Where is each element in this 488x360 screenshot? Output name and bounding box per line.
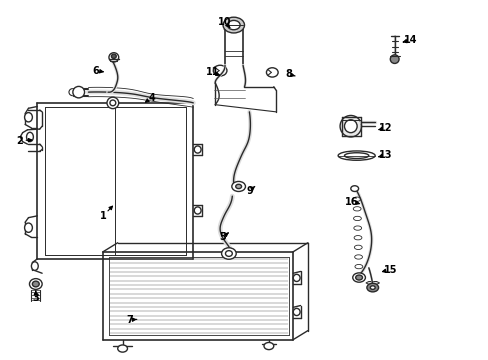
Ellipse shape xyxy=(110,100,116,106)
Text: 7: 7 xyxy=(126,315,133,325)
Ellipse shape xyxy=(350,186,358,192)
Text: 6: 6 xyxy=(92,66,99,76)
Text: 5: 5 xyxy=(219,232,225,242)
Ellipse shape xyxy=(107,97,119,109)
Ellipse shape xyxy=(337,151,374,160)
Ellipse shape xyxy=(24,113,32,122)
Text: 1: 1 xyxy=(100,211,106,221)
Text: 8: 8 xyxy=(285,69,291,79)
Ellipse shape xyxy=(293,274,300,282)
Text: 14: 14 xyxy=(403,35,416,45)
Text: 16: 16 xyxy=(345,197,358,207)
Ellipse shape xyxy=(355,275,362,280)
Polygon shape xyxy=(365,282,379,284)
Text: 13: 13 xyxy=(378,150,392,160)
Ellipse shape xyxy=(389,55,398,63)
Ellipse shape xyxy=(344,120,356,133)
Ellipse shape xyxy=(235,184,241,189)
Text: 12: 12 xyxy=(378,123,392,133)
Text: 2: 2 xyxy=(16,136,22,145)
Ellipse shape xyxy=(339,116,361,137)
Ellipse shape xyxy=(32,281,39,287)
Ellipse shape xyxy=(344,153,368,158)
Text: 3: 3 xyxy=(32,293,39,303)
Text: 9: 9 xyxy=(245,186,252,196)
Ellipse shape xyxy=(24,223,32,232)
Ellipse shape xyxy=(352,273,365,282)
Text: 4: 4 xyxy=(148,93,155,103)
Ellipse shape xyxy=(264,342,273,350)
Ellipse shape xyxy=(111,54,116,58)
Ellipse shape xyxy=(223,17,244,33)
Ellipse shape xyxy=(26,132,33,141)
Ellipse shape xyxy=(221,248,236,259)
Ellipse shape xyxy=(109,53,119,62)
Ellipse shape xyxy=(366,283,378,292)
Ellipse shape xyxy=(194,146,201,153)
Ellipse shape xyxy=(31,262,38,270)
Ellipse shape xyxy=(225,251,232,256)
Ellipse shape xyxy=(29,279,42,289)
Text: 10: 10 xyxy=(218,17,231,27)
Ellipse shape xyxy=(73,86,84,98)
Ellipse shape xyxy=(227,21,240,30)
Ellipse shape xyxy=(266,68,278,77)
Ellipse shape xyxy=(118,345,127,352)
Ellipse shape xyxy=(293,309,300,316)
Ellipse shape xyxy=(231,181,245,192)
Text: 11: 11 xyxy=(205,67,219,77)
Ellipse shape xyxy=(213,65,226,76)
Ellipse shape xyxy=(194,207,201,214)
Text: 15: 15 xyxy=(383,265,397,275)
Ellipse shape xyxy=(369,286,374,289)
